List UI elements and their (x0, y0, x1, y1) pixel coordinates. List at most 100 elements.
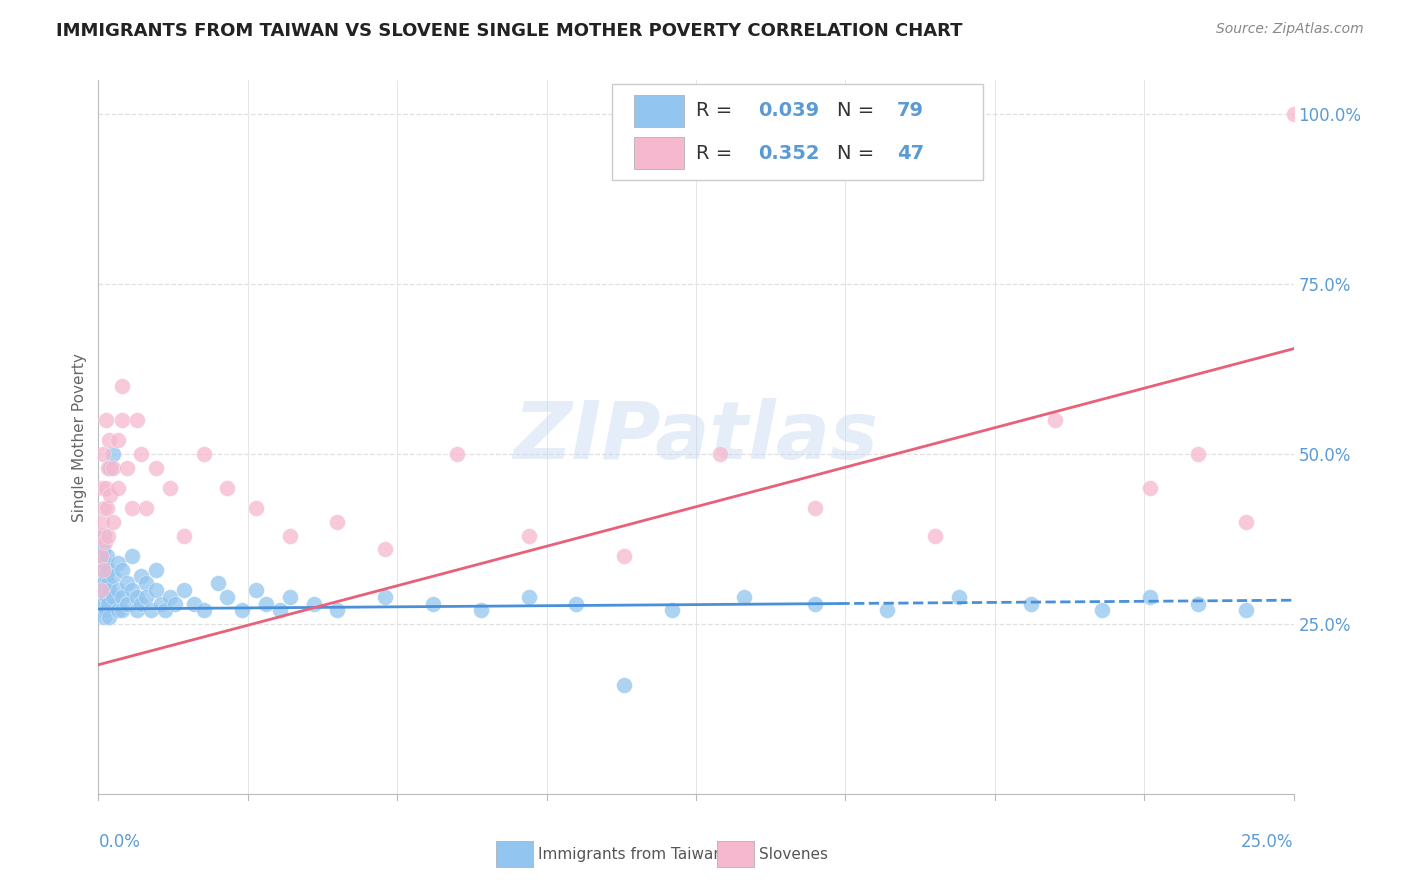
Point (269, 603, 291, 617)
Point (217, 481, 239, 495)
Point (111, 379, 134, 393)
Point (804, 597, 827, 611)
Point (111, 590, 134, 604)
Point (733, 590, 755, 604)
Point (470, 603, 492, 617)
Point (94, 413, 117, 427)
Point (1282, 107, 1305, 121)
Point (91, 542, 114, 557)
Point (89, 528, 111, 542)
Point (145, 460, 167, 475)
Point (107, 481, 129, 495)
Point (1043, 413, 1066, 427)
Point (91, 563, 114, 577)
Point (326, 515, 349, 529)
Point (131, 597, 153, 611)
Point (93, 535, 115, 549)
Point (131, 447, 153, 461)
Point (1187, 447, 1209, 461)
Point (115, 597, 138, 611)
Point (422, 597, 444, 611)
Point (94, 590, 117, 604)
Text: 0.039: 0.039 (758, 102, 820, 120)
Point (278, 590, 301, 604)
Point (173, 582, 195, 597)
Point (94, 603, 117, 617)
Point (1139, 590, 1161, 604)
Point (565, 597, 588, 611)
Text: R =: R = (696, 102, 738, 120)
Point (96, 590, 118, 604)
Text: 25.0%: 25.0% (1241, 833, 1294, 851)
Point (135, 501, 157, 516)
Point (193, 447, 215, 461)
Point (245, 582, 267, 597)
Y-axis label: Single Mother Poverty: Single Mother Poverty (72, 352, 87, 522)
Text: R =: R = (696, 144, 738, 162)
Point (98, 610, 121, 624)
Point (135, 590, 157, 604)
Point (97, 528, 120, 542)
Text: ZIPatlas: ZIPatlas (513, 398, 879, 476)
Point (93, 501, 115, 516)
Point (876, 603, 898, 617)
Point (97, 597, 120, 611)
Point (101, 590, 124, 604)
Point (91, 576, 114, 591)
Point (91, 447, 114, 461)
Point (125, 413, 148, 427)
Point (155, 603, 177, 617)
Point (101, 447, 124, 461)
Point (90, 569, 112, 583)
Point (159, 481, 181, 495)
Point (374, 590, 396, 604)
Point (107, 603, 129, 617)
Point (89, 563, 111, 577)
Point (1234, 515, 1257, 529)
Point (97, 563, 120, 577)
Point (254, 597, 277, 611)
Point (90, 603, 112, 617)
Point (326, 603, 349, 617)
Text: 0.0%: 0.0% (98, 833, 141, 851)
Text: 79: 79 (897, 102, 924, 120)
Point (217, 590, 239, 604)
Point (278, 528, 301, 542)
Text: Immigrants from Taiwan: Immigrants from Taiwan (538, 847, 724, 862)
Point (159, 590, 181, 604)
Point (1234, 603, 1257, 617)
Point (101, 515, 124, 529)
FancyBboxPatch shape (634, 95, 685, 128)
Point (101, 569, 124, 583)
Point (804, 501, 827, 516)
Point (94, 569, 117, 583)
Point (374, 542, 396, 557)
Point (94, 582, 117, 597)
Point (948, 590, 970, 604)
Point (97, 582, 120, 597)
Point (139, 603, 162, 617)
Point (149, 597, 172, 611)
Point (115, 576, 138, 591)
Point (90, 549, 112, 563)
Point (709, 447, 731, 461)
Point (101, 460, 124, 475)
Point (111, 563, 134, 577)
Point (98, 460, 122, 475)
Point (1019, 597, 1042, 611)
FancyBboxPatch shape (634, 136, 685, 169)
Point (111, 413, 134, 427)
Point (91, 597, 114, 611)
Point (245, 501, 267, 516)
Point (111, 603, 134, 617)
Text: Source: ZipAtlas.com: Source: ZipAtlas.com (1216, 22, 1364, 37)
Point (193, 603, 215, 617)
Point (661, 603, 683, 617)
Point (97, 460, 120, 475)
Point (93, 610, 115, 624)
Point (96, 549, 118, 563)
Point (98, 488, 122, 502)
Point (121, 549, 143, 563)
Text: Slovenes: Slovenes (759, 847, 828, 862)
Point (107, 582, 129, 597)
